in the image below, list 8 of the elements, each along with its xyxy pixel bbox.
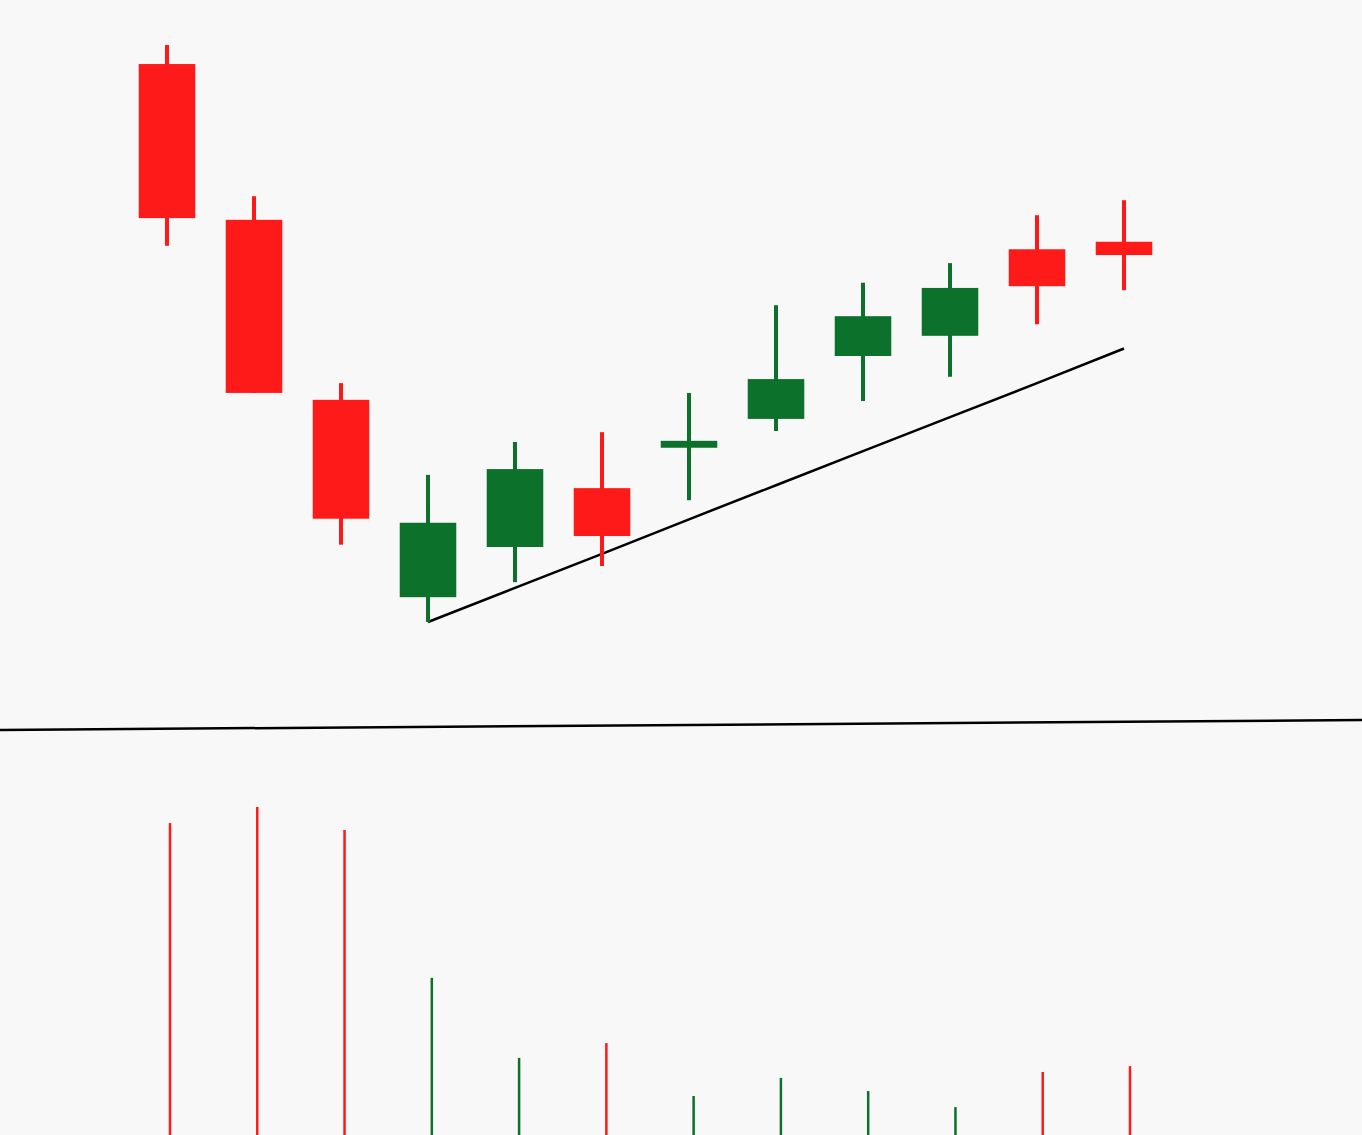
bar (692, 1095, 695, 1135)
bar (605, 1043, 608, 1135)
candlestick (660, 392, 718, 501)
bar (256, 807, 259, 1135)
bar (1041, 1072, 1044, 1135)
candlestick (1095, 200, 1153, 291)
bar (343, 829, 346, 1135)
bar (954, 1107, 957, 1135)
